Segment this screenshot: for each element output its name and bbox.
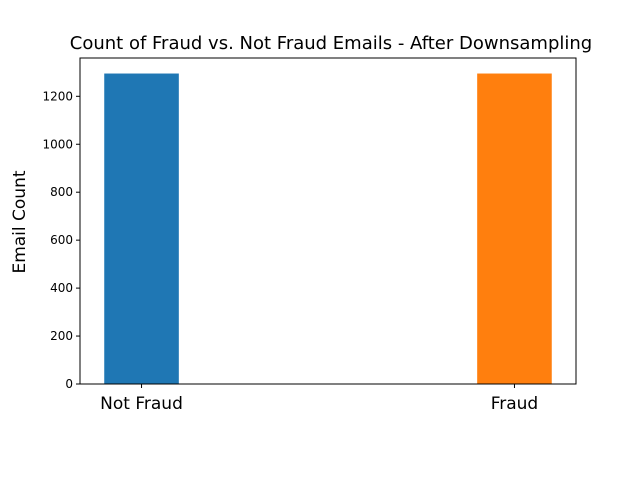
bar-not-fraud: [104, 73, 179, 385]
y-tick-label: 1200: [42, 89, 73, 103]
x-tick-label: Not Fraud: [100, 394, 183, 414]
x-tick-label: Fraud: [491, 394, 539, 414]
y-tick-label: 0: [65, 377, 73, 391]
bar-fraud: [477, 73, 552, 385]
y-tick-label: 800: [50, 185, 73, 199]
y-tick-label: 1000: [42, 137, 73, 151]
chart-title: Count of Fraud vs. Not Fraud Emails - Af…: [70, 33, 592, 54]
plot-area: 0 200 400 600 800 1000 1200 Not Fraud Fraud: [42, 57, 577, 414]
y-tick-label: 400: [50, 281, 73, 295]
y-tick-label: 200: [50, 329, 73, 343]
y-axis-label: Email Count: [10, 170, 30, 273]
axes-frame: [79, 57, 577, 385]
y-tick-label: 600: [50, 233, 73, 247]
